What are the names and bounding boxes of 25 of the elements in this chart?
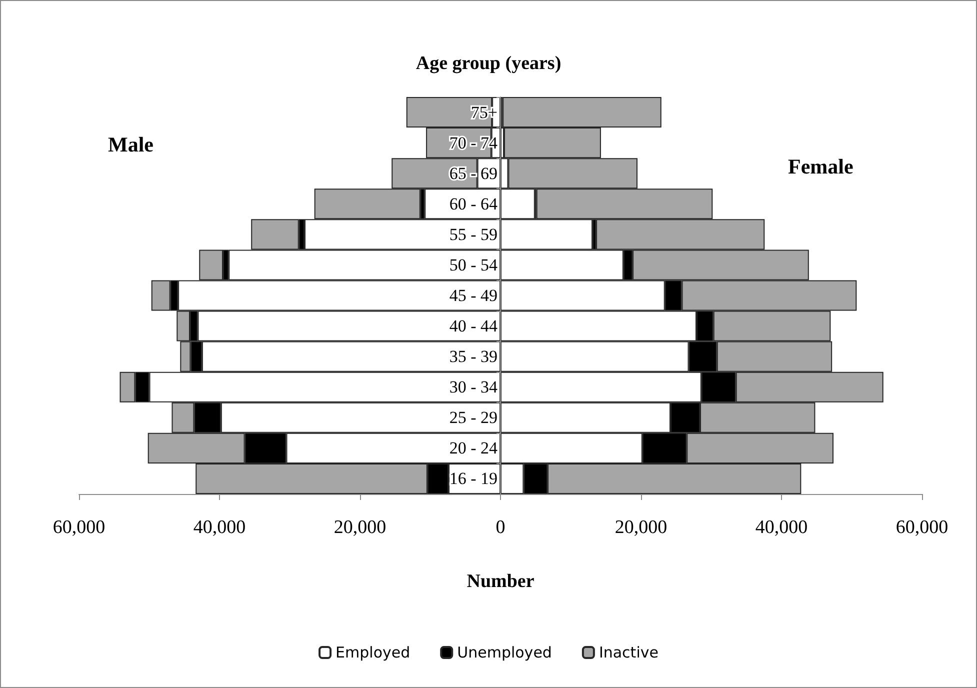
x-tick-label: 20,000 <box>614 517 668 538</box>
y-tick-label: 65 - 69 <box>449 164 498 183</box>
x-tick-label: 60,000 <box>896 517 948 538</box>
annotation: Female <box>788 154 854 178</box>
y-tick-label: 60 - 64 <box>449 194 498 214</box>
legend-label: Employed <box>336 644 410 662</box>
x-tick-label: 20,000 <box>334 517 386 538</box>
y-tick-label: 45 - 49 <box>449 286 498 305</box>
legend-label: Inactive <box>598 644 658 662</box>
x-tick-label: 40,000 <box>193 517 246 538</box>
y-tick-label: 30 - 34 <box>449 378 498 397</box>
y-tick-label: 16 - 19 <box>449 469 498 488</box>
x-axis-title: Number <box>466 571 535 592</box>
chart-title: Age group (years) <box>416 53 562 74</box>
x-tick-label: 40,000 <box>755 517 808 538</box>
x-tick-label: 60,000 <box>52 517 106 538</box>
annotation: Male <box>108 132 154 156</box>
y-tick-label: 20 - 24 <box>449 438 498 458</box>
legend-label: Unemployed <box>457 644 552 662</box>
y-tick-label: 55 - 59 <box>449 224 498 244</box>
x-tick-label: 0 <box>496 517 506 538</box>
y-tick-label: 25 - 29 <box>449 408 498 428</box>
y-tick-label: 40 - 44 <box>449 316 498 336</box>
y-tick-label: 50 - 54 <box>449 255 498 274</box>
y-tick-label: 35 - 39 <box>449 347 498 366</box>
